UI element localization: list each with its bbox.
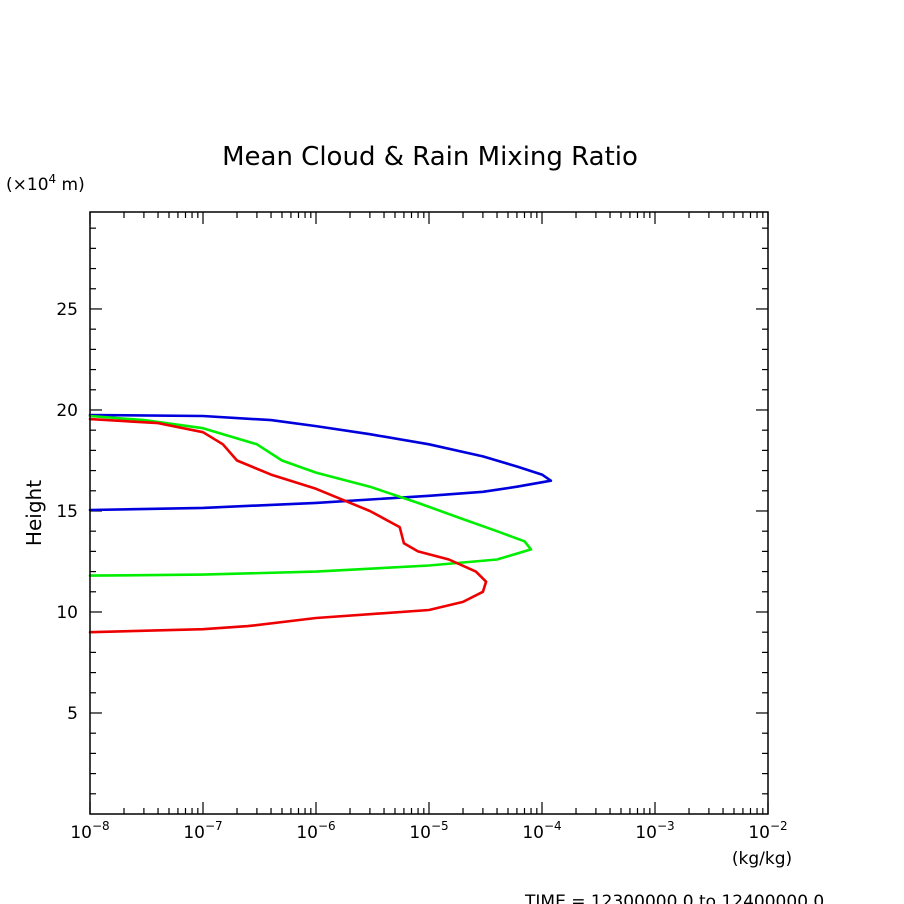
x-tick-label: 10−2 — [748, 819, 787, 843]
x-tick-label: 10−5 — [409, 819, 448, 843]
y-tick-label: 20 — [56, 401, 78, 421]
chart-title: Mean Cloud & Rain Mixing Ratio — [222, 142, 638, 172]
y-tick-labels: 5 10 15 20 25 — [56, 300, 78, 724]
y-tick-label: 15 — [56, 502, 78, 522]
x-tick-label: 10−8 — [70, 819, 109, 843]
series-line-3 — [88, 417, 488, 634]
y-axis-label: Height — [22, 480, 46, 546]
time-footer: TIME = 12300000.0 to 12400000.0 — [524, 892, 824, 904]
x-tick-label: 10−6 — [296, 819, 335, 843]
y-tick-label: 25 — [56, 300, 78, 320]
y-tick-label: 10 — [56, 603, 78, 623]
series-lines — [88, 413, 553, 634]
axis-ticks — [89, 212, 769, 814]
x-tick-labels: 10−8 10−7 10−6 10−5 10−4 10−3 10−2 — [70, 819, 787, 843]
x-tick-label: 10−3 — [635, 819, 674, 843]
x-tick-label: 10−4 — [522, 819, 561, 843]
y-unit-label: (×104 m) — [6, 172, 85, 195]
y-tick-label: 5 — [67, 704, 78, 724]
x-tick-label: 10−7 — [183, 819, 222, 843]
plot-frame — [89, 211, 769, 815]
x-axis-label: (kg/kg) — [732, 849, 792, 869]
series-line-1 — [88, 413, 553, 512]
series-line-2 — [88, 414, 533, 577]
